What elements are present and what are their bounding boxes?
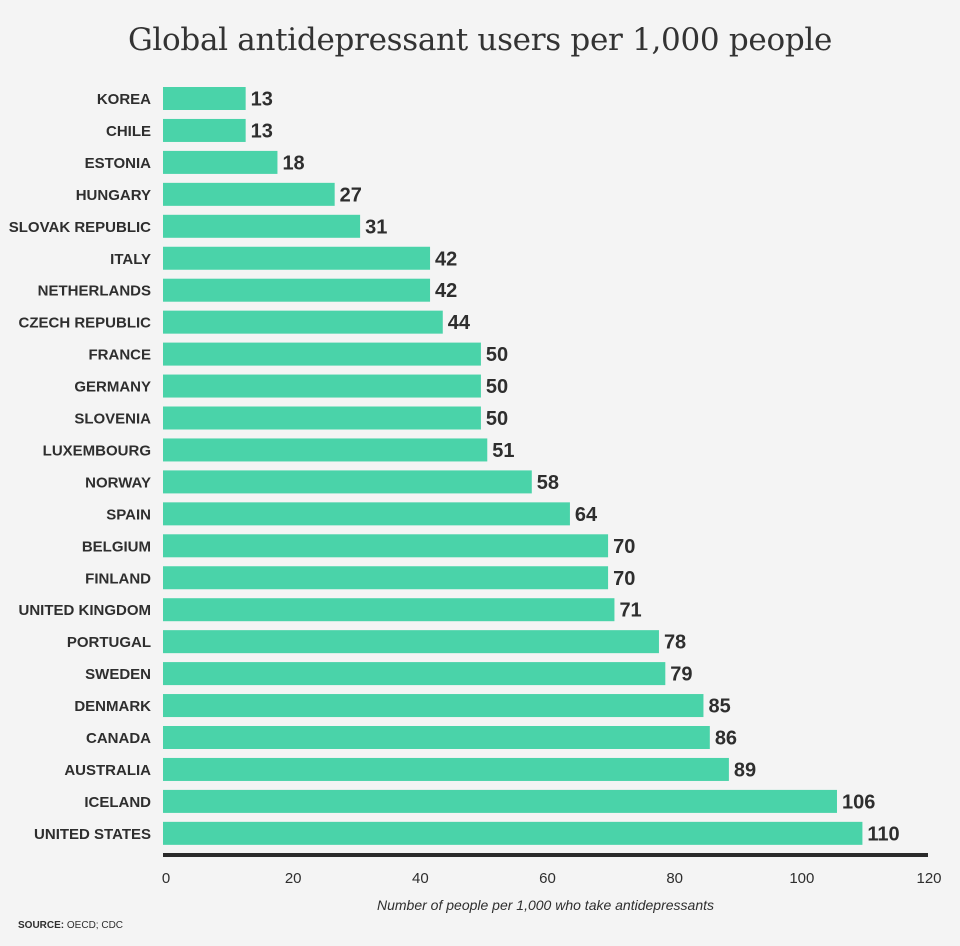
bar	[163, 278, 431, 302]
value-label: 58	[537, 472, 559, 494]
value-label: 13	[251, 120, 273, 142]
bar	[163, 214, 361, 238]
category-label: GERMANY	[74, 379, 151, 396]
bar	[163, 630, 659, 654]
category-label: SLOVENIA	[74, 411, 151, 428]
x-axis-line	[163, 853, 928, 857]
category-label: UNITED STATES	[34, 826, 151, 843]
bar	[163, 310, 443, 334]
category-label: ESTONIA	[85, 155, 152, 172]
bar	[163, 789, 837, 813]
bar	[163, 150, 278, 174]
source-label: SOURCE:	[18, 920, 65, 931]
value-label: 50	[486, 344, 508, 366]
bar	[163, 694, 704, 718]
value-label: 42	[435, 248, 457, 270]
category-label: FRANCE	[89, 347, 152, 364]
bar	[163, 182, 335, 206]
x-tick-label: 40	[412, 870, 429, 887]
bar	[163, 438, 488, 462]
value-label: 71	[619, 600, 641, 622]
value-label: 70	[613, 536, 635, 558]
category-label: LUXEMBOURG	[43, 442, 151, 459]
value-label: 64	[575, 504, 598, 526]
category-label: ITALY	[110, 251, 151, 268]
category-label: ICELAND	[84, 794, 151, 811]
x-tick-label: 80	[666, 870, 683, 887]
category-label: SWEDEN	[85, 666, 151, 683]
category-label: UNITED KINGDOM	[19, 602, 152, 619]
x-tick-label: 120	[916, 870, 941, 887]
bar	[163, 662, 666, 686]
bar	[163, 502, 570, 526]
bar	[163, 566, 609, 590]
bar	[163, 821, 863, 845]
value-label: 42	[435, 280, 457, 302]
bar	[163, 87, 246, 110]
bar	[163, 406, 481, 430]
category-label: CANADA	[86, 730, 151, 747]
category-label: NETHERLANDS	[38, 283, 151, 300]
bar	[163, 726, 710, 749]
bar	[163, 470, 532, 494]
bar	[163, 374, 481, 398]
value-label: 89	[734, 759, 756, 781]
value-label: 13	[251, 89, 273, 111]
bar	[163, 342, 481, 366]
value-label: 86	[715, 728, 737, 750]
bar	[163, 598, 615, 622]
value-label: 79	[670, 664, 692, 686]
bar	[163, 757, 729, 781]
value-label: 18	[282, 152, 304, 174]
x-tick-label: 0	[162, 870, 170, 887]
bar	[163, 118, 246, 142]
source-text: OECD; CDC	[66, 920, 124, 931]
bar	[163, 246, 431, 270]
bar	[163, 534, 609, 558]
x-tick-label: 100	[789, 870, 814, 887]
category-label: HUNGARY	[76, 187, 151, 204]
category-label: KOREA	[97, 91, 151, 108]
category-label: AUSTRALIA	[64, 762, 151, 779]
source-note: SOURCE: OECD; CDC	[18, 920, 123, 931]
value-label: 110	[867, 823, 899, 845]
category-label: DENMARK	[74, 698, 151, 715]
x-tick-label: 60	[539, 870, 556, 887]
value-label: 50	[486, 376, 508, 398]
value-label: 31	[365, 216, 387, 238]
chart-title: Global antidepressant users per 1,000 pe…	[127, 22, 833, 58]
category-label: CZECH REPUBLIC	[18, 315, 151, 332]
value-label: 44	[448, 312, 471, 334]
value-label: 27	[340, 184, 362, 206]
x-tick-label: 20	[285, 870, 302, 887]
category-label: SLOVAK REPUBLIC	[9, 219, 151, 236]
category-label: NORWAY	[85, 474, 151, 491]
category-label: BELGIUM	[82, 538, 151, 555]
category-label: PORTUGAL	[67, 634, 151, 651]
value-label: 70	[613, 568, 635, 590]
category-label: FINLAND	[85, 570, 151, 587]
category-label: CHILE	[106, 123, 151, 140]
value-label: 85	[708, 696, 730, 718]
value-label: 51	[492, 440, 514, 462]
value-label: 78	[664, 632, 686, 654]
x-axis-label: Number of people per 1,000 who take anti…	[377, 897, 714, 913]
value-label: 106	[842, 791, 875, 813]
category-label: SPAIN	[106, 506, 151, 523]
value-label: 50	[486, 408, 508, 430]
